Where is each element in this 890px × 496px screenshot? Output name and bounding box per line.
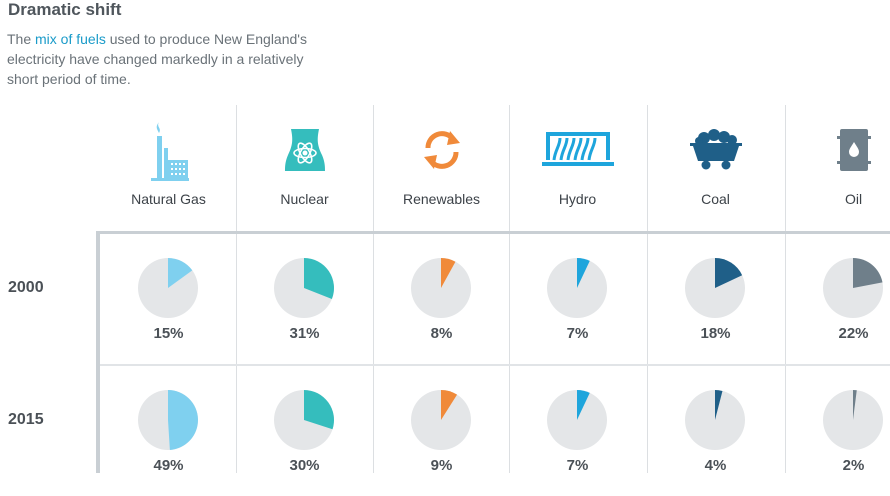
category-label: Hydro <box>558 191 597 207</box>
pie-cell: 2% <box>785 366 890 496</box>
pie-slice <box>168 390 198 450</box>
percent-label: 7% <box>566 457 589 474</box>
pie-chart <box>823 258 883 318</box>
recycle-arrows-icon <box>373 115 510 185</box>
pie-chart <box>138 258 198 318</box>
column-header: Renewables <box>373 105 510 232</box>
column-header: Nuclear <box>236 105 373 232</box>
year-label: 2000 <box>8 279 44 296</box>
column-divider <box>509 105 510 473</box>
category-label: Oil <box>844 191 863 207</box>
dam-icon <box>509 115 646 185</box>
column-divider <box>785 105 786 473</box>
pie-slice <box>304 390 334 430</box>
pie-slice <box>715 258 743 288</box>
pie-slice <box>577 258 590 288</box>
grid-left-border <box>96 231 100 473</box>
pie-slice <box>853 390 857 420</box>
percent-label: 30% <box>289 457 320 474</box>
pie-slice <box>853 258 883 288</box>
grid-row-divider <box>100 364 890 366</box>
pie-chart <box>411 258 471 318</box>
pie-chart <box>138 390 198 450</box>
pie-cell: 9% <box>373 366 510 496</box>
pie-slice <box>577 390 590 420</box>
pie-cell: 30% <box>236 366 373 496</box>
percent-label: 2% <box>842 457 865 474</box>
grid-top-border <box>96 231 890 234</box>
gas-plant-icon <box>100 115 237 185</box>
percent-label: 8% <box>430 325 453 342</box>
pie-chart <box>411 390 471 450</box>
oil-barrel-icon <box>785 115 890 185</box>
pie-chart <box>547 390 607 450</box>
category-label: Nuclear <box>280 191 329 207</box>
column-header: Coal <box>647 105 784 232</box>
pie-chart <box>823 390 883 450</box>
percent-label: 18% <box>700 325 731 342</box>
pie-cell: 49% <box>100 366 237 496</box>
percent-label: 49% <box>153 457 184 474</box>
pie-slice <box>715 390 723 420</box>
column-divider <box>647 105 648 473</box>
description: The mix of fuels used to produce New Eng… <box>7 31 307 87</box>
nuclear-plant-icon <box>236 115 373 185</box>
pie-chart <box>685 258 745 318</box>
pie-cell: 7% <box>509 234 646 364</box>
category-label: Coal <box>701 191 730 207</box>
pie-slice <box>304 258 334 300</box>
category-label: Renewables <box>402 191 481 207</box>
pie-chart <box>274 258 334 318</box>
pie-cell: 31% <box>236 234 373 364</box>
year-label: 2015 <box>8 411 44 428</box>
coal-cart-icon <box>647 115 784 185</box>
column-divider <box>236 105 237 473</box>
column-divider <box>373 105 374 473</box>
column-header: Hydro <box>509 105 646 232</box>
percent-label: 9% <box>430 457 453 474</box>
percent-label: 15% <box>153 325 184 342</box>
page-title: Dramatic shift <box>8 0 122 19</box>
column-header: Natural Gas <box>100 105 237 232</box>
pie-slice <box>168 258 193 288</box>
pie-cell: 4% <box>647 366 784 496</box>
percent-label: 7% <box>566 325 589 342</box>
pie-slice <box>441 258 456 288</box>
percent-label: 4% <box>704 457 727 474</box>
pie-cell: 7% <box>509 366 646 496</box>
pie-chart <box>685 390 745 450</box>
fuel-mix-link[interactable]: mix of fuels <box>35 31 106 47</box>
column-header: Oil <box>785 105 890 232</box>
pie-cell: 22% <box>785 234 890 364</box>
pie-cell: 18% <box>647 234 784 364</box>
pie-cell: 8% <box>373 234 510 364</box>
pie-cell: 15% <box>100 234 237 364</box>
pie-chart <box>274 390 334 450</box>
percent-label: 22% <box>838 325 869 342</box>
pie-slice <box>441 390 458 420</box>
percent-label: 31% <box>289 325 320 342</box>
pie-chart <box>547 258 607 318</box>
category-label: Natural Gas <box>131 191 206 207</box>
